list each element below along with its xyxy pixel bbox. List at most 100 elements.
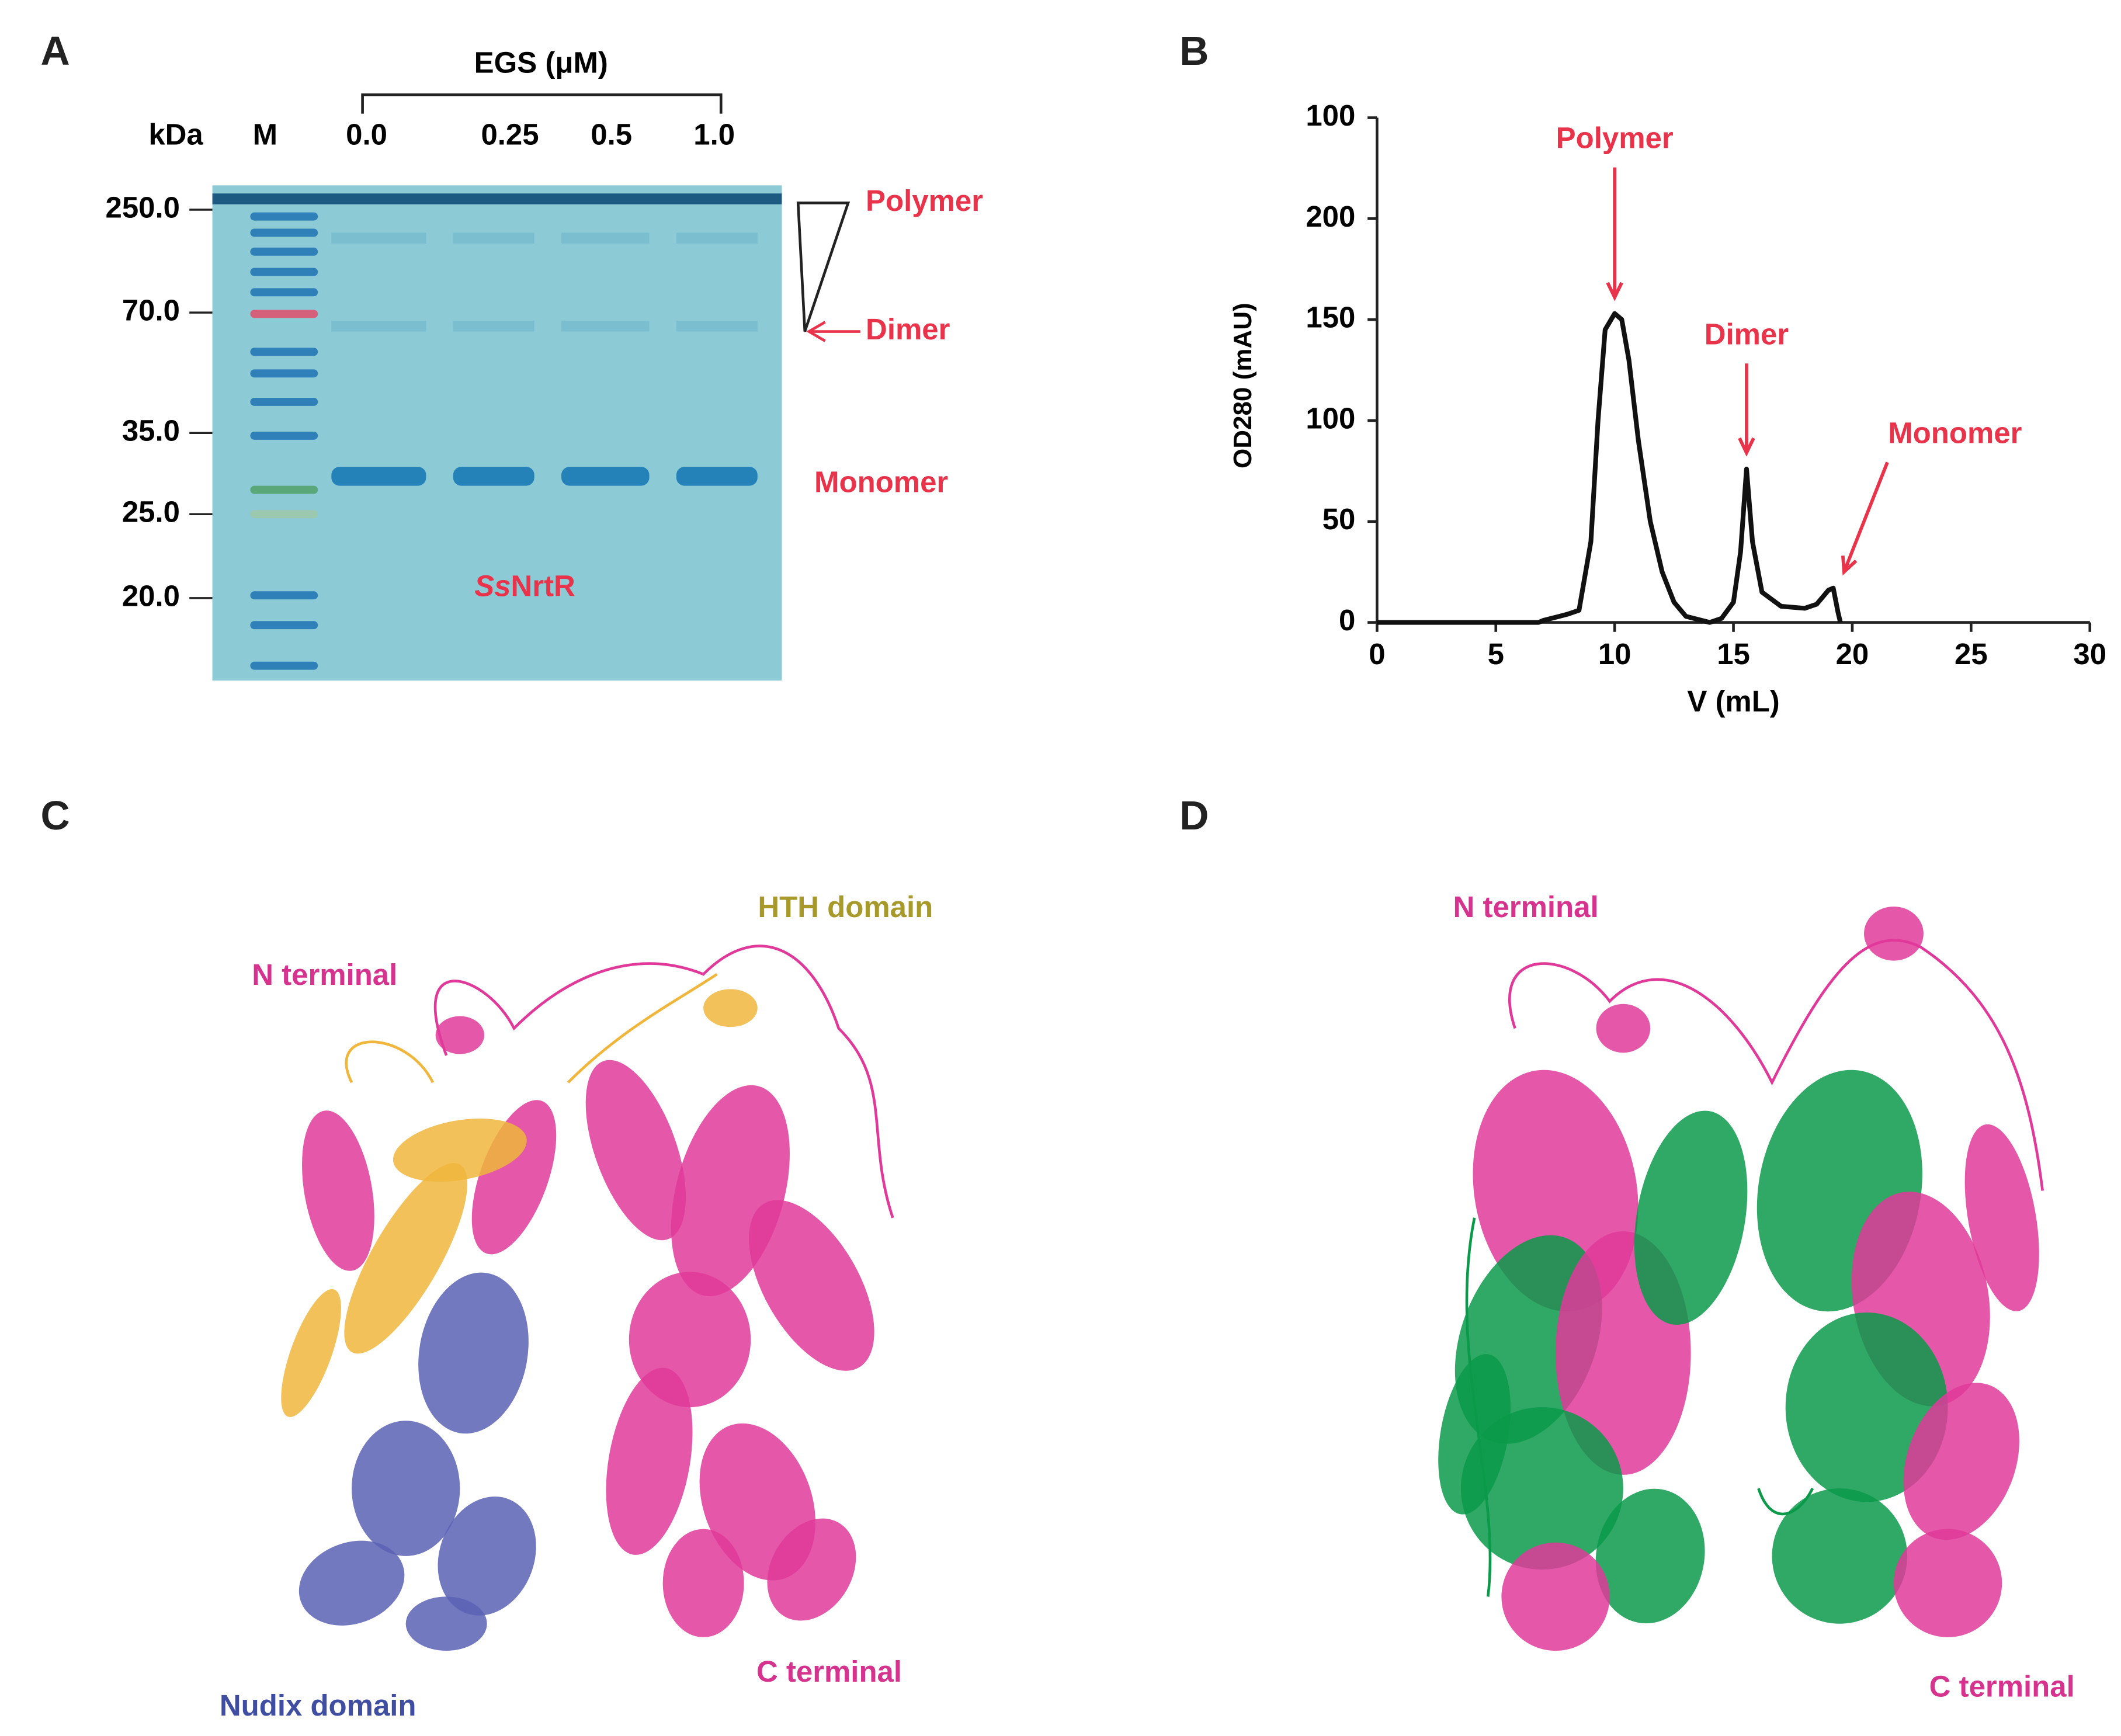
species-label: Polymer <box>866 184 983 217</box>
ribbon <box>298 1540 405 1626</box>
lane-label: 1.0 <box>693 117 735 151</box>
arrow-head <box>1606 282 1623 301</box>
ribbon <box>1772 1488 1908 1624</box>
marker-band <box>250 661 318 670</box>
protein-band <box>331 467 426 486</box>
protein-band <box>561 467 650 486</box>
ribbon <box>1595 1488 1705 1624</box>
arrow-head <box>1738 437 1755 457</box>
lane-label: 0.0 <box>346 117 387 151</box>
protein-rest: NrtR <box>511 570 575 603</box>
ribbon <box>471 1100 557 1255</box>
marker-band <box>250 228 318 237</box>
marker-band <box>250 621 318 630</box>
marker-band <box>250 591 318 600</box>
marker-band <box>250 369 318 378</box>
ribbon <box>1438 1354 1511 1515</box>
ribbon <box>703 989 758 1027</box>
faint-band <box>561 232 650 244</box>
marker-band <box>250 348 318 356</box>
ribbon <box>662 1529 744 1637</box>
y-tick-label: 100 <box>1306 401 1355 435</box>
marker-size: 35.0 <box>122 414 180 447</box>
ribbon <box>767 1518 856 1621</box>
domain-label: Nudix domain <box>220 1689 416 1722</box>
marker-band <box>250 398 318 406</box>
lane-label: 0.25 <box>481 117 539 151</box>
faint-band <box>331 320 426 332</box>
species-label: Dimer <box>866 313 950 346</box>
x-axis-label: V (mL) <box>1687 685 1779 718</box>
marker-size: 20.0 <box>122 579 180 612</box>
marker-band <box>250 212 318 221</box>
ribbon <box>435 1016 485 1054</box>
structure <box>281 945 894 1651</box>
ribbon <box>606 1367 693 1555</box>
x-tick-label: 20 <box>1836 637 1869 671</box>
marker-ticks: 250.0 70.0 35.0 25.0 20.0 <box>106 190 213 612</box>
treatment-title: EGS (μM) <box>474 46 608 79</box>
gel-well <box>212 193 782 204</box>
marker-band <box>250 485 318 494</box>
terminal-label: N terminal <box>252 958 397 991</box>
faint-band <box>453 232 534 244</box>
x-tick-label: 5 <box>1488 637 1504 671</box>
ribbon <box>438 1497 536 1616</box>
marker-band <box>250 247 318 256</box>
structure <box>1438 907 2044 1651</box>
y-tick-label: 200 <box>1306 200 1355 233</box>
ribbon <box>302 1110 374 1271</box>
faint-band <box>676 320 758 332</box>
ribbon <box>1501 1542 1610 1651</box>
x-tick-label: 0 <box>1369 637 1385 671</box>
marker-band <box>250 510 318 519</box>
polymer-wedge <box>796 202 851 332</box>
y-axis-label: OD280 (mAU) <box>1228 303 1257 468</box>
protein-band <box>453 467 534 486</box>
ribbon <box>418 1272 529 1434</box>
x-tick-label: 15 <box>1717 637 1750 671</box>
panel-label: C <box>40 793 70 838</box>
protein-band <box>676 467 758 486</box>
coil <box>433 945 894 1218</box>
ribbon <box>1864 907 1924 961</box>
ribbon <box>352 1421 460 1556</box>
x-tick-label: 25 <box>1955 637 1988 671</box>
faint-band <box>676 232 758 244</box>
ribbon <box>393 1118 527 1182</box>
ribbon <box>344 1163 468 1354</box>
marker-size: 250.0 <box>106 190 180 224</box>
arrow <box>806 321 860 342</box>
marker-size: 70.0 <box>122 294 180 327</box>
ribbon <box>281 1289 341 1417</box>
x-tick-label: 10 <box>1598 637 1631 671</box>
panel-label: D <box>1179 793 1209 838</box>
marker-band <box>250 288 318 297</box>
lane-label: M <box>253 117 277 151</box>
lane-label: 0.5 <box>591 117 632 151</box>
bracket <box>361 93 723 114</box>
faint-band <box>331 232 426 244</box>
y-tick-label: 0 <box>1339 603 1355 637</box>
ribbon <box>749 1200 874 1371</box>
protein-italic: Ss <box>474 570 511 603</box>
annotation-arrow <box>1842 461 1889 573</box>
ribbon <box>1893 1529 2002 1637</box>
ribbon <box>1964 1124 2039 1311</box>
ribbon <box>1596 1004 1651 1053</box>
terminal-label: C terminal <box>756 1655 902 1688</box>
ribbon <box>585 1060 686 1241</box>
ribbon <box>405 1596 487 1651</box>
gel-bands <box>250 212 758 670</box>
y-tick-label: 150 <box>1306 301 1355 334</box>
y-tick-label: 100 <box>1306 99 1355 132</box>
unit-label: kDa <box>148 117 203 151</box>
x-tick-label: 30 <box>2073 637 2106 671</box>
domain-label: HTH domain <box>758 890 933 923</box>
faint-band <box>453 320 534 332</box>
arrow-head <box>1841 555 1858 576</box>
terminal-label: N terminal <box>1453 890 1599 923</box>
marker-band <box>250 310 318 318</box>
